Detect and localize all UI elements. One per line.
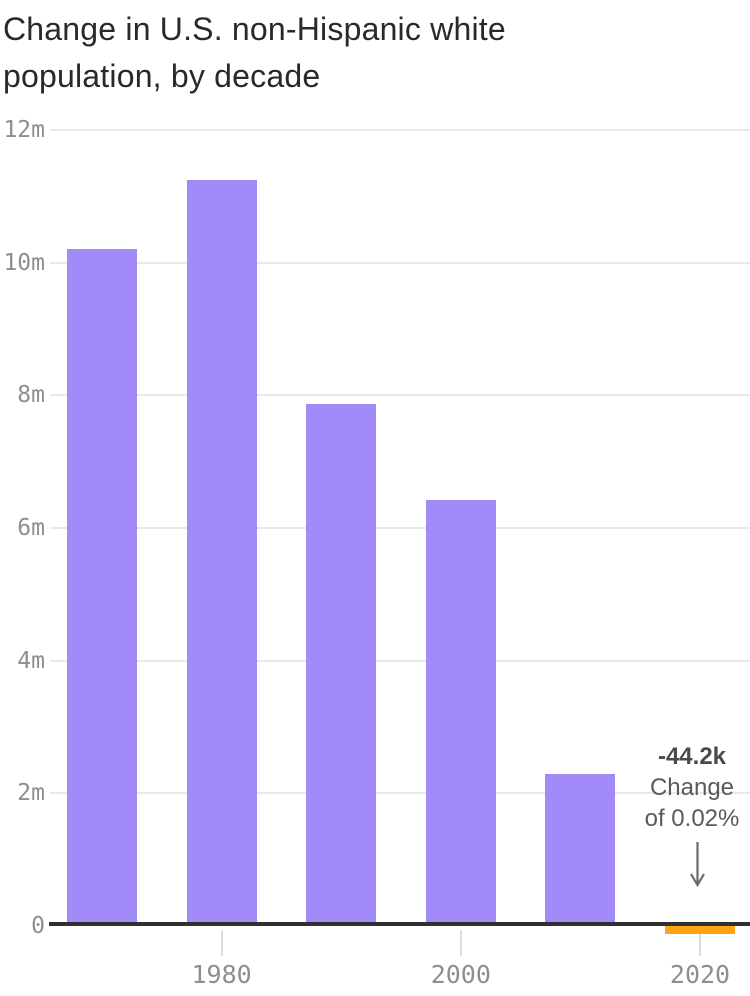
y-axis-label-2m: 2m: [17, 780, 45, 807]
annotation-text-line: Change: [649, 774, 735, 801]
y-axis-label-10m: 10m: [3, 249, 45, 276]
bar-1980: [186, 180, 257, 926]
gridline-10m: [50, 261, 750, 264]
gridline-2m: [50, 792, 750, 795]
y-axis-label-8m: 8m: [17, 382, 45, 409]
bar-2000: [425, 500, 496, 926]
x-axis-label-1980: 1980: [191, 960, 252, 989]
bar-2010: [545, 774, 616, 926]
y-axis-label-4m: 4m: [17, 647, 45, 674]
chart-title: Change in U.S. non-Hispanic white popula…: [3, 6, 723, 100]
y-axis-label-0: 0: [31, 913, 45, 939]
chart-title-line1: Change in U.S. non-Hispanic white: [3, 11, 506, 47]
x-axis-line: [49, 922, 750, 926]
down-arrow-icon: [690, 842, 705, 888]
chart-title-line2: population, by decade: [3, 58, 321, 94]
y-axis-label-12m: 12m: [3, 117, 45, 143]
bar-1990: [306, 403, 377, 926]
x-axis-tick-2000: [459, 930, 462, 956]
gridline-6m: [50, 527, 750, 529]
annotation-text-line: of 0.02%: [644, 805, 740, 832]
gridline-12m: [50, 129, 750, 131]
bar-1970: [67, 249, 137, 926]
gridline-4m: [50, 659, 750, 662]
y-axis-label-6m: 6m: [17, 515, 45, 541]
annotation-2020: -44.2k Change of 0.02%: [587, 741, 750, 834]
x-axis-tick-2020: [699, 930, 701, 956]
annotation-value: -44.2k: [657, 743, 727, 770]
x-axis-label-2020: 2020: [669, 960, 731, 989]
bar-2020: [665, 926, 735, 934]
x-axis-label-2000: 2000: [430, 960, 491, 989]
gridline-8m: [50, 394, 750, 397]
x-axis-tick-1980: [220, 930, 223, 956]
